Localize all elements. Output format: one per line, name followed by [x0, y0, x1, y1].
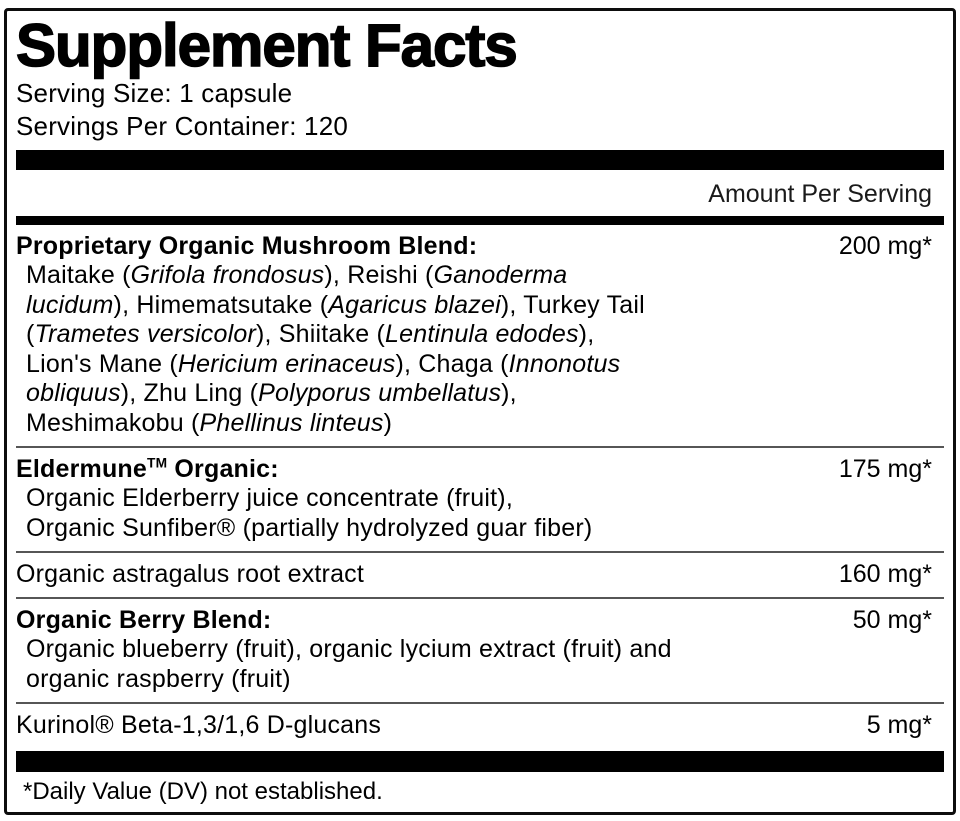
serving-size-text: Serving Size: 1 capsule [16, 78, 293, 109]
ingredient-description-line: Lion's Mane (Hericium erinaceus), Chaga … [26, 349, 621, 378]
ingredient-amount: 160 mg* [838, 560, 932, 589]
ingredient-amount: 175 mg* [838, 455, 932, 484]
divider-bar-top [16, 150, 944, 171]
ingredient-description-line: Organic blueberry (fruit), organic lyciu… [26, 635, 672, 664]
ingredient-row: Organic Berry Blend: 50 mg* Organic bluebe… [16, 599, 944, 702]
ingredient-row: Proprietary Organic Mushroom Blend: 200 m… [16, 225, 944, 446]
supplement-facts-panel: Supplement Facts Serving Size: 1 capsule… [4, 8, 956, 815]
divider-bar-header [16, 216, 944, 226]
ingredient-name-line: Organic Berry Blend: 50 mg* [16, 605, 944, 635]
panel-title: Supplement Facts [15, 12, 518, 79]
ingredient-description-line: organic raspberry (fruit) [26, 664, 291, 693]
ingredient-amount: 5 mg* [866, 711, 932, 740]
ingredient-description-line: Maitake (Grifola frondosus), Reishi (Gan… [26, 261, 568, 290]
ingredient-description-line: obliquus), Zhu Ling (Polyporus umbellatu… [26, 379, 517, 408]
ingredient-amount: 200 mg* [838, 232, 932, 261]
ingredient-name-line: Proprietary Organic Mushroom Blend: 200 m… [16, 231, 944, 261]
ingredient-name: EldermuneTM Organic: [16, 455, 279, 484]
ingredient-name-line: Kurinol® Beta-1,3/1,6 D-glucans 5 mg* [16, 710, 944, 740]
ingredient-name-line: Organic astragalus root extract 160 mg* [16, 559, 944, 589]
ingredient-name: Organic astragalus root extract [16, 560, 365, 589]
ingredient-name-line: EldermuneTM Organic: 175 mg* [16, 454, 944, 484]
ingredient-amount: 50 mg* [852, 606, 932, 635]
daily-value-footnote: *Daily Value (DV) not established. [23, 778, 383, 806]
ingredient-row: Organic astragalus root extract 160 mg* [16, 553, 944, 597]
ingredient-name: Proprietary Organic Mushroom Blend: [16, 232, 478, 261]
ingredient-rows: Proprietary Organic Mushroom Blend: 200 m… [16, 225, 944, 748]
ingredient-row: EldermuneTM Organic: 175 mg* Organic Elder… [16, 448, 944, 551]
ingredient-description-line: Organic Elderberry juice concentrate (fr… [26, 484, 513, 513]
ingredient-row: Kurinol® Beta-1,3/1,6 D-glucans 5 mg* [16, 704, 944, 748]
row-separator [16, 702, 944, 705]
row-separator [16, 551, 944, 554]
ingredient-description-line: Meshimakobu (Phellinus linteus) [26, 408, 393, 437]
ingredient-name: Organic Berry Blend: [16, 606, 272, 635]
amount-per-serving-header: Amount Per Serving [708, 180, 932, 209]
ingredient-name: Kurinol® Beta-1,3/1,6 D-glucans [16, 711, 382, 740]
row-separator [16, 446, 944, 449]
ingredient-description-line: (Trametes versicolor), Shiitake (Lentinu… [26, 320, 595, 349]
ingredient-description-line: Organic Sunfiber® (partially hydrolyzed … [26, 513, 593, 542]
servings-per-container-text: Servings Per Container: 120 [16, 111, 349, 142]
row-separator [16, 597, 944, 600]
divider-bar-bottom [16, 751, 944, 773]
ingredient-description-line: lucidum), Himematsutake (Agaricus blazei… [26, 290, 645, 319]
